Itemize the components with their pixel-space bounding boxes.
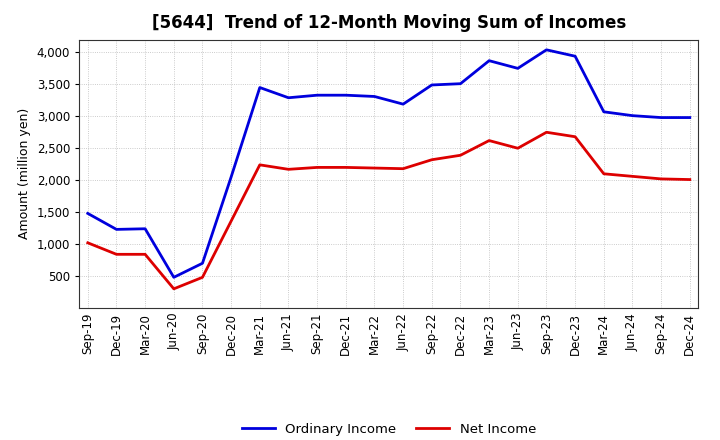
Net Income <box>84 240 92 246</box>
Ordinary Income <box>84 211 92 216</box>
Net Income <box>227 218 235 224</box>
Ordinary Income <box>284 95 293 100</box>
Ordinary Income <box>198 260 207 266</box>
Ordinary Income <box>600 109 608 114</box>
Net Income <box>141 252 150 257</box>
Ordinary Income <box>685 115 694 120</box>
Line: Net Income: Net Income <box>88 132 690 289</box>
Net Income <box>456 153 465 158</box>
Ordinary Income <box>169 275 178 280</box>
Net Income <box>428 157 436 162</box>
Ordinary Income <box>542 47 551 52</box>
Net Income <box>284 167 293 172</box>
Net Income <box>341 165 350 170</box>
Ordinary Income <box>141 226 150 231</box>
Ordinary Income <box>456 81 465 86</box>
Net Income <box>485 138 493 143</box>
Ordinary Income <box>428 82 436 88</box>
Line: Ordinary Income: Ordinary Income <box>88 50 690 277</box>
Net Income <box>256 162 264 168</box>
Ordinary Income <box>657 115 665 120</box>
Net Income <box>370 165 379 171</box>
Net Income <box>399 166 408 171</box>
Ordinary Income <box>485 58 493 63</box>
Ordinary Income <box>227 174 235 180</box>
Title: [5644]  Trend of 12-Month Moving Sum of Incomes: [5644] Trend of 12-Month Moving Sum of I… <box>152 15 626 33</box>
Ordinary Income <box>112 227 121 232</box>
Net Income <box>312 165 321 170</box>
Ordinary Income <box>312 92 321 98</box>
Ordinary Income <box>571 54 580 59</box>
Ordinary Income <box>341 92 350 98</box>
Net Income <box>513 146 522 151</box>
Net Income <box>198 275 207 280</box>
Net Income <box>571 134 580 139</box>
Net Income <box>169 286 178 291</box>
Net Income <box>628 174 636 179</box>
Y-axis label: Amount (million yen): Amount (million yen) <box>18 108 31 239</box>
Ordinary Income <box>513 66 522 71</box>
Ordinary Income <box>370 94 379 99</box>
Legend: Ordinary Income, Net Income: Ordinary Income, Net Income <box>236 418 541 440</box>
Net Income <box>657 176 665 182</box>
Ordinary Income <box>628 113 636 118</box>
Net Income <box>542 130 551 135</box>
Ordinary Income <box>256 85 264 90</box>
Net Income <box>600 171 608 176</box>
Net Income <box>112 252 121 257</box>
Ordinary Income <box>399 102 408 107</box>
Net Income <box>685 177 694 182</box>
